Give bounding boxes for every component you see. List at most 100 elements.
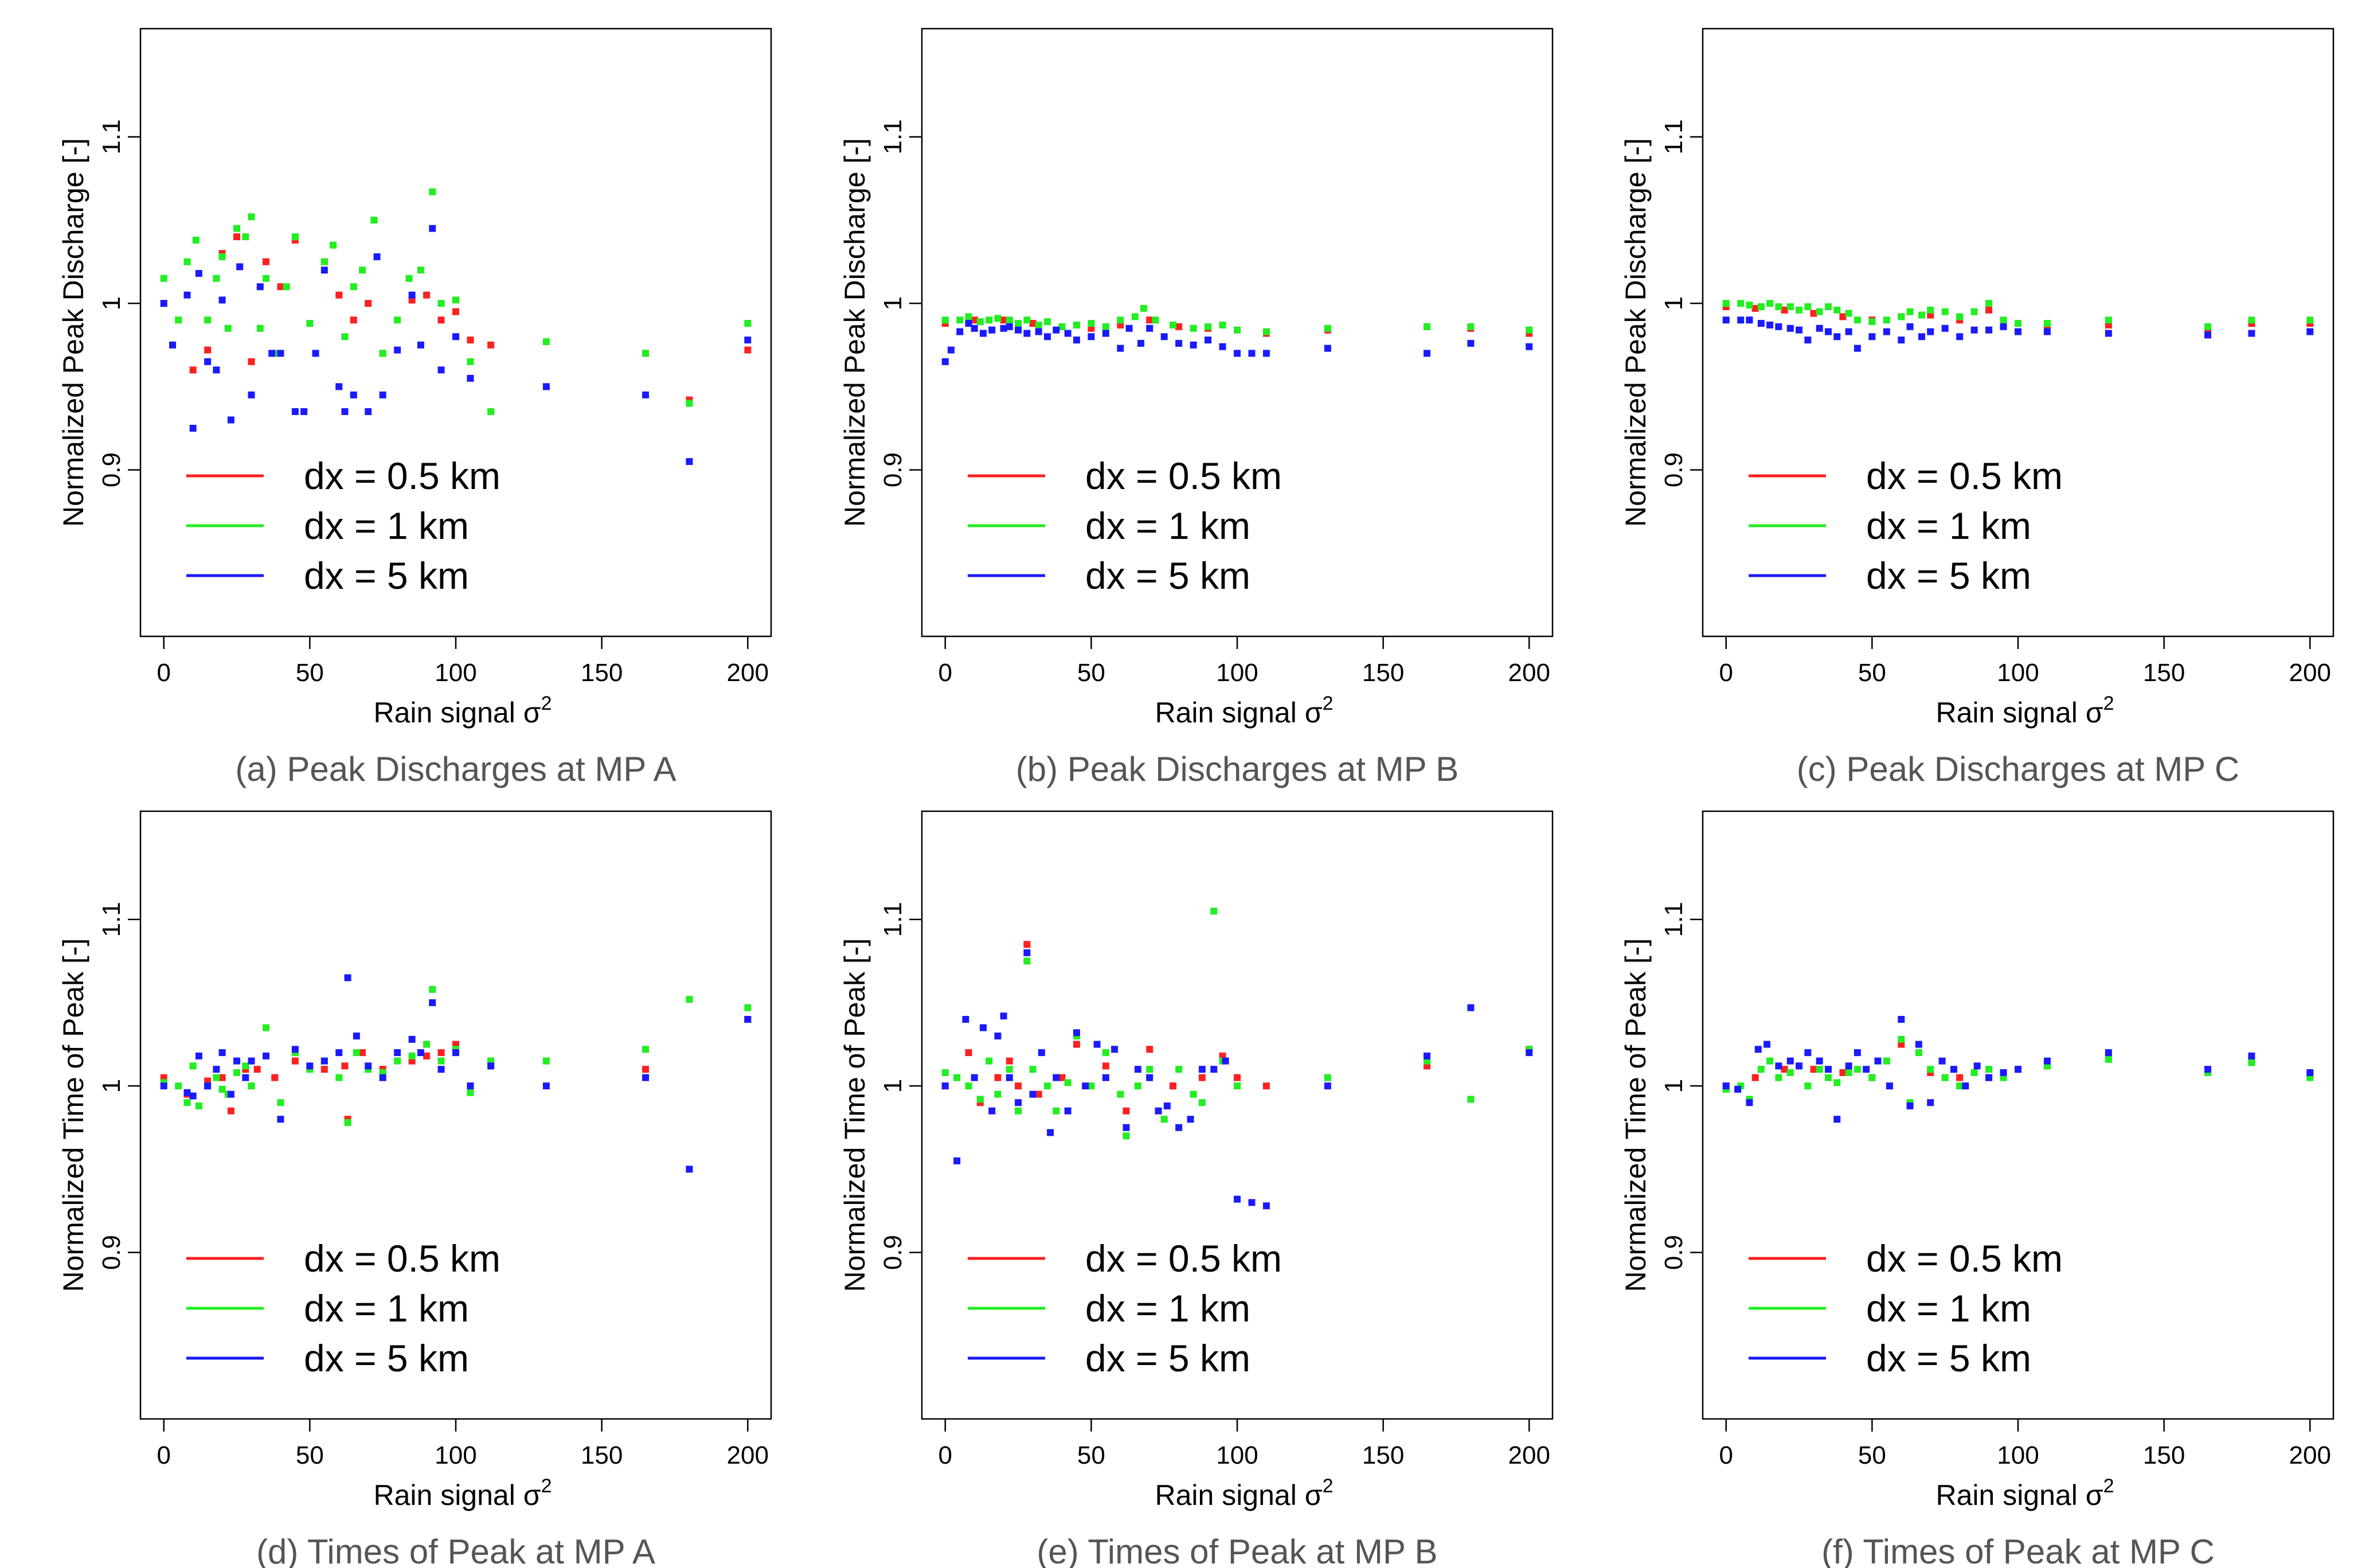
data-point (1198, 1074, 1206, 1081)
legend-label: dx = 5 km (1866, 554, 2031, 597)
data-point (1219, 343, 1226, 350)
data-point (467, 374, 474, 382)
data-point (189, 1092, 197, 1100)
data-point (417, 341, 424, 349)
data-point (1035, 1090, 1042, 1098)
data-point (467, 337, 474, 344)
data-point (437, 1066, 445, 1073)
data-point (953, 1157, 961, 1164)
data-point (394, 346, 401, 354)
data-point (242, 1062, 249, 1070)
data-point (1775, 1074, 1782, 1081)
data-point (1015, 1082, 1022, 1090)
data-point (1824, 328, 1832, 335)
data-point (1000, 1012, 1007, 1020)
data-point (962, 1016, 969, 1023)
x-axis-title-text: Rain signal σ (373, 697, 541, 729)
x-tick-label: 50 (296, 659, 324, 687)
data-point (1117, 345, 1124, 352)
data-point (941, 1082, 949, 1090)
data-point (1786, 1057, 1794, 1065)
x-tick-label: 200 (727, 1441, 769, 1469)
data-point (248, 1057, 255, 1065)
legend-label: dx = 0.5 km (304, 1237, 500, 1280)
data-point (1043, 333, 1051, 341)
data-point (365, 300, 372, 307)
data-point (1152, 316, 1159, 324)
data-point (1757, 1066, 1765, 1073)
data-point (1985, 1066, 1993, 1073)
legend-label: dx = 5 km (304, 1337, 469, 1379)
data-point (429, 999, 436, 1006)
data-point (1763, 1041, 1771, 1048)
legend-label: dx = 1 km (1866, 1287, 2031, 1330)
data-point (1073, 1041, 1080, 1048)
y-tick-label: 0.9 (97, 452, 126, 487)
data-point (437, 300, 445, 307)
data-point (320, 1057, 328, 1065)
data-point (1160, 333, 1168, 341)
data-point (1043, 318, 1051, 326)
data-point (1000, 316, 1007, 324)
data-point (971, 316, 978, 324)
legend-label: dx = 0.5 km (1866, 455, 2063, 497)
data-point (1786, 303, 1794, 310)
data-point (2043, 320, 2051, 327)
data-point (183, 1099, 191, 1106)
data-point (344, 974, 351, 982)
data-point (1941, 1074, 1949, 1081)
data-point (1796, 1062, 1803, 1070)
data-point (1868, 318, 1876, 326)
data-point (1324, 1082, 1331, 1090)
data-point (437, 366, 445, 374)
data-point (1023, 330, 1031, 337)
data-point (642, 1074, 650, 1081)
y-axis-title: Normalized Time of Peak [-] (57, 939, 89, 1292)
data-point (423, 1041, 431, 1048)
data-point (1874, 1057, 1882, 1065)
data-point (277, 283, 284, 291)
data-point (277, 1099, 284, 1106)
legend-label: dx = 1 km (1866, 505, 2031, 547)
data-point (1766, 300, 1774, 307)
x-axis-title-text: Rain signal σ (373, 1479, 541, 1511)
data-point (1722, 316, 1730, 324)
x-axis-title: Rain signal σ2 (1155, 693, 1333, 729)
data-point (956, 316, 964, 324)
data-point (1035, 321, 1042, 329)
x-tick-label: 200 (727, 659, 769, 687)
data-point (986, 316, 993, 324)
data-point (487, 341, 495, 349)
data-point (971, 1074, 978, 1081)
data-point (370, 216, 378, 224)
data-point (1073, 1029, 1080, 1037)
data-point (1198, 1099, 1206, 1106)
data-point (1023, 941, 1031, 948)
data-point (452, 296, 459, 304)
data-point (686, 400, 693, 407)
data-point (417, 1049, 424, 1057)
data-point (976, 318, 984, 326)
data-point (542, 1082, 550, 1090)
data-point (233, 233, 241, 241)
data-point (195, 269, 202, 277)
data-point (1781, 306, 1788, 314)
series-dx-5-km (1722, 1016, 2314, 1123)
panel-b: 0 50 100 150 200 0.9 1 1.1 Rain signal σ2 Normali… (839, 28, 1554, 788)
data-point (233, 1069, 241, 1076)
data-point (1219, 321, 1226, 329)
legend-label: dx = 0.5 km (1085, 1237, 1282, 1280)
data-point (1845, 328, 1852, 335)
y-tick-label: 0.9 (1660, 452, 1688, 487)
data-point (1816, 308, 1823, 315)
data-point (1927, 328, 1934, 335)
data-point (1927, 306, 1934, 314)
x-tick-label: 100 (1997, 1441, 2039, 1469)
x-axis-title-superscript: 2 (1323, 1475, 1334, 1497)
data-point (986, 1057, 993, 1065)
data-point (160, 1082, 167, 1090)
data-point (300, 408, 308, 415)
x-tick-label: 100 (1216, 659, 1258, 687)
data-point (242, 1074, 249, 1081)
y-axis-title: Normalized Peak Discharge [-] (57, 138, 89, 527)
